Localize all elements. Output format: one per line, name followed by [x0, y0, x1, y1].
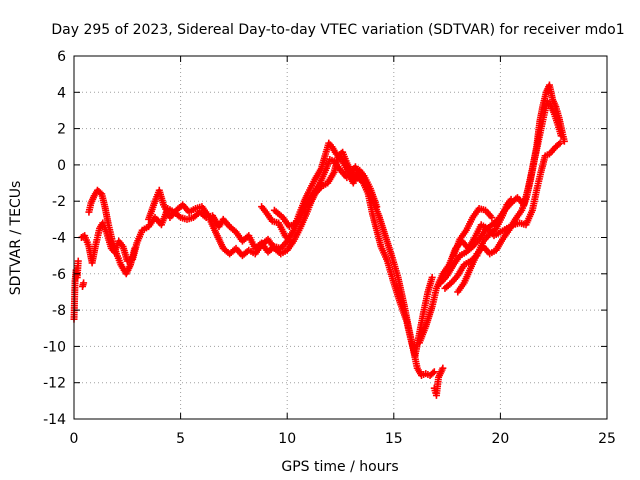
- y-tick-label: 4: [57, 85, 66, 101]
- y-tick-label: -10: [43, 339, 66, 355]
- y-tick-label: -2: [52, 194, 66, 210]
- grid: [74, 56, 607, 419]
- y-tick-label: -8: [52, 303, 66, 319]
- x-tick-label: 5: [176, 431, 185, 447]
- data-point: [131, 244, 139, 252]
- y-tick-label: -12: [43, 376, 66, 392]
- x-axis-label: GPS time / hours: [281, 459, 398, 475]
- data-point: [507, 195, 515, 203]
- data-point: [429, 369, 437, 377]
- x-tick-label: 0: [70, 431, 79, 447]
- axis-ticks: 0 5 10 15 20 25 -14 -12 -10 -8 -6 -4 -2 0 2 4 6: [43, 49, 616, 447]
- data-point: [556, 139, 564, 147]
- y-tick-label: 6: [57, 49, 66, 65]
- series-mdo1: [70, 81, 568, 399]
- x-tick-label: 25: [598, 431, 616, 447]
- data-point: [439, 364, 447, 372]
- x-tick-label: 10: [278, 431, 296, 447]
- x-tick-label: 20: [491, 431, 509, 447]
- data-point: [373, 203, 381, 211]
- data-point: [80, 279, 88, 287]
- data-point: [430, 368, 438, 376]
- data-point: [488, 214, 496, 222]
- data-point: [560, 137, 568, 145]
- y-tick-label: -4: [52, 231, 66, 247]
- chart-title: Day 295 of 2023, Sidereal Day-to-day VTE…: [51, 22, 624, 38]
- y-axis-label: SDTVAR / TECUs: [8, 181, 24, 296]
- y-tick-label: -14: [43, 412, 66, 428]
- data-series: [70, 81, 568, 399]
- y-tick-label: 0: [57, 158, 66, 174]
- data-point: [428, 273, 436, 281]
- y-tick-label: 2: [57, 122, 66, 138]
- x-tick-label: 15: [385, 431, 403, 447]
- data-point: [287, 239, 295, 247]
- data-point: [557, 132, 565, 140]
- data-point: [555, 140, 563, 148]
- data-point: [74, 257, 82, 265]
- y-tick-label: -6: [52, 267, 66, 283]
